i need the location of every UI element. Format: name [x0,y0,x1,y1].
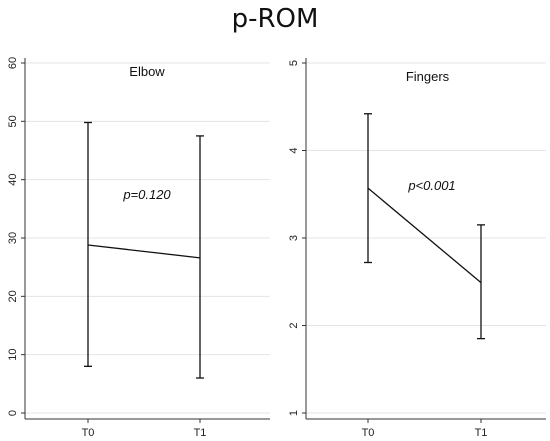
series-line [367,187,482,284]
x-tick-label: T1 [475,427,488,439]
p-value-annotation: p<0.001 [407,178,455,193]
y-tick-label: 10 [7,349,19,361]
y-tick-label: 2 [288,322,300,328]
y-tick-label: 30 [7,232,19,244]
y-tick-label: 5 [288,60,300,66]
panel-title: Fingers [406,69,450,84]
x-tick-label: T0 [362,427,375,439]
y-tick-label: 20 [7,290,19,302]
chart-panel-1: 0 10 20 30 40 50 60 T0 T1 Elbow p=0.120 [7,57,270,439]
y-tick-label: 4 [288,147,300,153]
y-tick-label: 60 [7,57,19,69]
y-tick-label: 0 [7,410,19,416]
y-tick-label: 40 [7,174,19,186]
figure-title: p-ROM [231,4,319,34]
x-tick-label: T1 [194,427,207,439]
series-line [87,244,201,259]
chart-panel-2: 1 2 3 4 5 T0 T1 Fingers p<0.001 [288,58,546,439]
y-tick-label: 1 [288,410,300,416]
y-tick-label: 3 [288,235,300,241]
x-tick-label: T0 [82,427,95,439]
p-value-annotation: p=0.120 [122,187,171,202]
y-tick-label: 50 [7,115,19,127]
panel-title: Elbow [129,64,165,79]
